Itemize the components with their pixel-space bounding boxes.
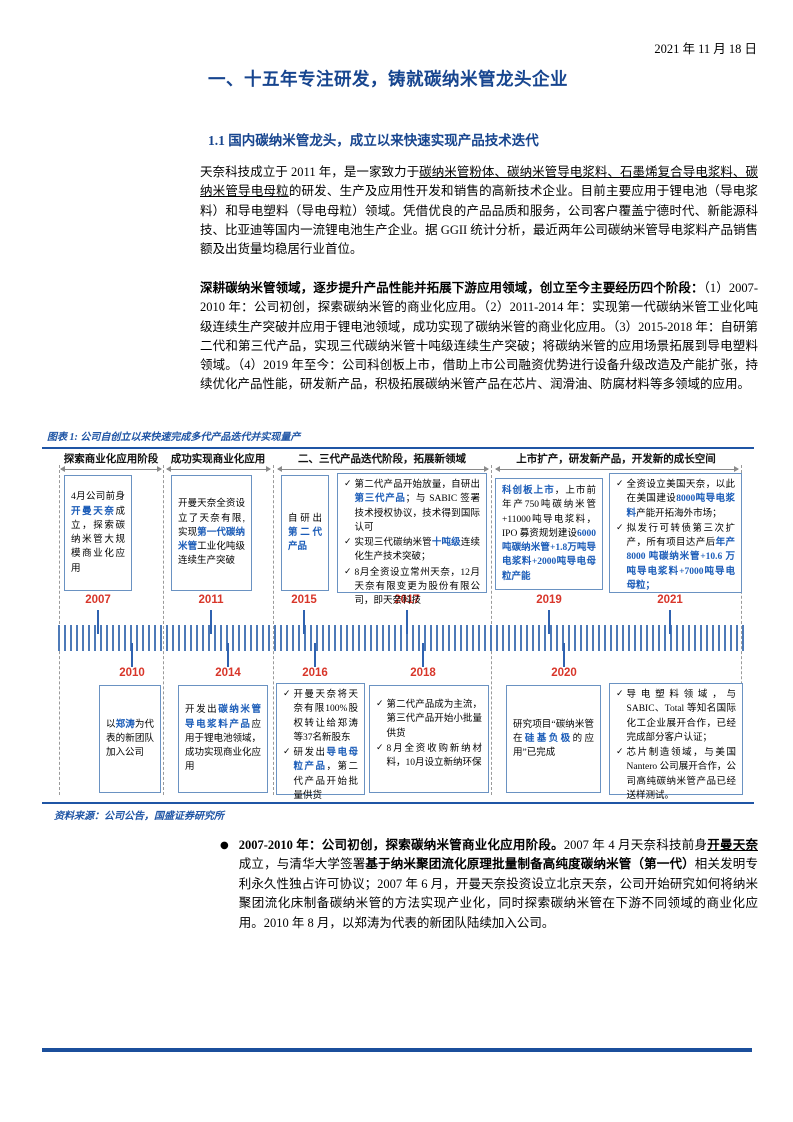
timeline-figure: 探索商业化应用阶段 成功实现商业化应用 二、三代产品迭代阶段，拓展新领域 上市扩… [42, 447, 754, 804]
check-icon: ✓ [344, 479, 352, 489]
check-icon: ✓ [616, 479, 624, 489]
year-stem [210, 610, 212, 634]
year-label-2011: 2011 [198, 594, 224, 606]
bullet-item: ● 2007-2010 年：公司初创，探索碳纳米管商业化应用阶段。2007 年 … [220, 836, 758, 933]
phase-arrow-icon [495, 466, 739, 472]
bullet-text: 2007-2010 年：公司初创，探索碳纳米管商业化应用阶段。2007 年 4 … [238, 838, 758, 930]
phase-label-4: 上市扩产，研发新产品，开发新的成长空间 [516, 454, 716, 465]
paragraph-development-stages: 深耕碳纳米管领域，逐步提升产品性能并拓展下游应用领域，创立至今主要经历四个阶段：… [200, 281, 758, 392]
check-icon: ✓ [344, 566, 352, 577]
year-stem [131, 643, 133, 667]
section-heading: 一、十五年专注研发，铸就碳纳米管龙头企业 [208, 69, 568, 89]
footer-divider [42, 1048, 752, 1052]
paragraph-company-intro: 天奈科技成立于 2011 年，是一家致力于碳纳米管粉体、碳纳米管导电浆料、石墨烯… [200, 165, 758, 257]
phase-label-2: 成功实现商业化应用 [170, 454, 266, 465]
timeline-box-2021: ✓ 全资设立美国天奈，以此在美国建设8000吨导电浆料产能开拓海外市场； ✓ 拟发行… [609, 473, 742, 593]
year-label-2019: 2019 [536, 594, 562, 606]
timeline-box-2017: ✓ 第二代产品开始放量，自研出第三代产品；与 SABIC 签署技术授权协议，技术得… [337, 473, 487, 606]
timeline-box-2020: 研究项目“碳纳米管在硅基负极的应用”已完成 [506, 685, 601, 793]
timeline-box-2015: 自研出第二代产品 [281, 475, 329, 591]
check-icon: ✓ [376, 699, 384, 709]
year-label-2016: 2016 [302, 667, 328, 679]
phase-arrow-icon [60, 466, 162, 472]
year-stem [548, 610, 550, 634]
year-stem [563, 643, 565, 667]
check-icon: ✓ [376, 742, 384, 753]
year-stem [406, 610, 408, 634]
check-icon: ✓ [616, 522, 624, 533]
phase-arrow-icon [277, 466, 489, 472]
check-icon: ✓ [283, 689, 291, 699]
year-label-2018: 2018 [410, 667, 436, 679]
timeline-ruler [58, 625, 748, 651]
figure-top-rule [42, 447, 754, 449]
figure-source: 资料来源：公司公告，国盛证券研究所 [54, 811, 224, 822]
timeline-box-2016: ✓ 开曼天奈将天奈有限100%股权转让给郑涛等37名新股东 ✓ 研发出导电母粒产品，… [276, 683, 365, 801]
timeline-box-2014: 开发出碳纳米管导电浆料产品应用于锂电池领域，成功实现商业化应用 [178, 685, 268, 793]
year-label-2010: 2010 [119, 667, 145, 679]
timeline-box-2021-applications: ✓ 导电塑料领域，与 SABIC、Total 等知名国际化工企业展开合作，已经完成… [609, 683, 743, 801]
check-icon: ✓ [344, 537, 352, 547]
timeline-box-2019: 科创板上市，上市前年产750吨碳纳米管+11000吨导电浆料，IPO 募资规划建… [495, 478, 603, 590]
year-label-2020: 2020 [551, 667, 577, 679]
timeline-box-2010: 以郑涛为代表的新团队加入公司 [99, 685, 161, 793]
phase-label-1: 探索商业化应用阶段 [63, 454, 159, 465]
figure-caption: 图表 1: 公司自创立以来快速完成多代产品迭代并实现量产 [47, 432, 301, 443]
check-icon: ✓ [283, 747, 291, 757]
figure-bottom-rule [42, 802, 754, 804]
year-label-2017: 2017 [394, 594, 420, 606]
check-icon: ✓ [616, 689, 624, 699]
year-stem [314, 643, 316, 667]
year-label-2015: 2015 [291, 594, 317, 606]
year-stem [422, 643, 424, 667]
year-stem [97, 610, 99, 634]
year-stem [227, 643, 229, 667]
phase-label-3: 二、三代产品迭代阶段，拓展新领域 [298, 454, 466, 465]
year-stem [669, 610, 671, 634]
phase-arrow-icon [166, 466, 271, 472]
timeline-box-2007: 4月公司前身开曼天奈成立，探索碳纳米管大规模商业化应用 [64, 475, 132, 591]
bullet-marker-icon: ● [220, 840, 229, 851]
year-label-2021: 2021 [657, 594, 683, 606]
check-icon: ✓ [616, 747, 624, 757]
year-label-2014: 2014 [215, 667, 241, 679]
timeline-box-2018: ✓ 第二代产品成为主流，第三代产品开始小批量供货 ✓ 8月全资收购新纳材料，10月设… [369, 685, 489, 793]
timeline-box-2011: 开曼天奈全资设立了天奈有限,实现第一代碳纳米管工业化吨级连续生产突破 [171, 475, 252, 591]
subsection-heading: 1.1 国内碳纳米管龙头，成立以来快速实现产品技术迭代 [208, 133, 539, 148]
report-date: 2021 年 11 月 18 日 [654, 42, 757, 56]
year-stem [303, 610, 305, 634]
year-label-2007: 2007 [85, 594, 111, 606]
